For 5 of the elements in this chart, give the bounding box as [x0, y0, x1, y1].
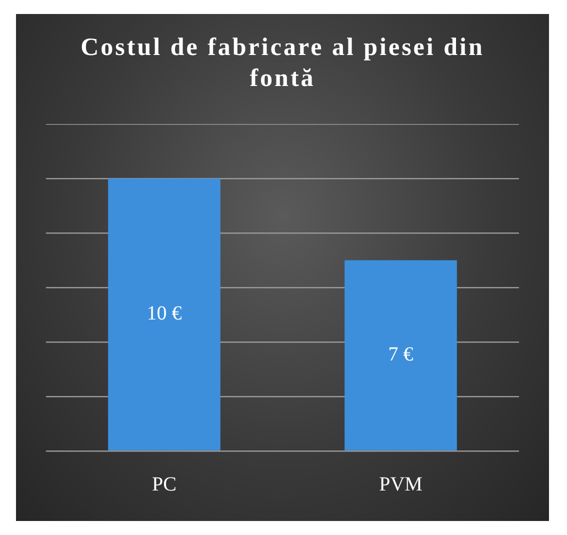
x-tick-label: PVM — [379, 473, 423, 496]
data-label: 7 € — [388, 344, 414, 366]
chart-title: Costul de fabricare al piesei din fontă — [80, 33, 486, 94]
data-label: 10 € — [146, 302, 182, 325]
x-tick-label: PC — [152, 473, 176, 496]
